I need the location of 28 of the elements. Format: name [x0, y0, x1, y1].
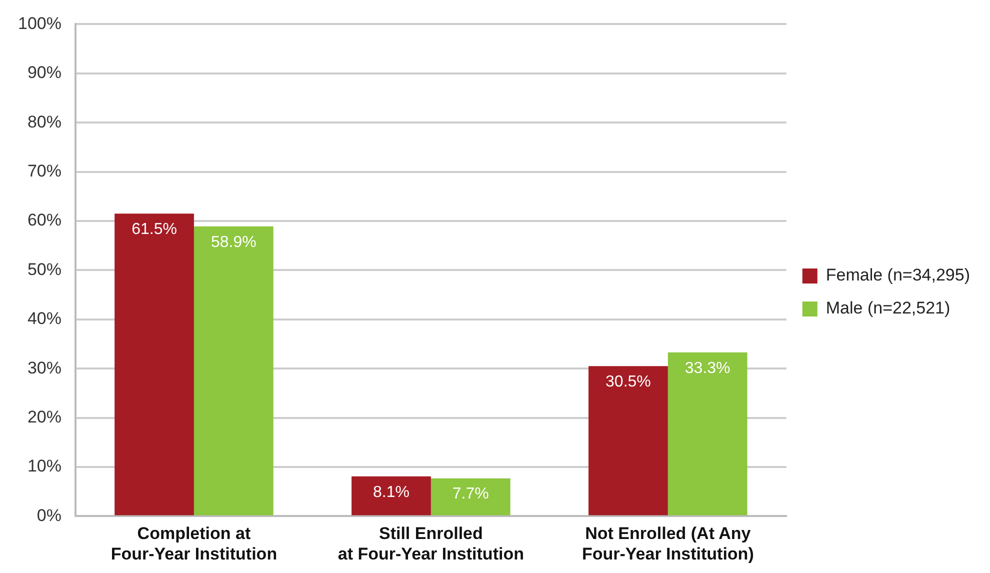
y-tick-label: 70%: [27, 161, 62, 180]
bar: [668, 352, 748, 516]
y-tick-label: 60%: [27, 210, 62, 230]
data-label: 58.9%: [210, 234, 256, 251]
y-tick-label: 30%: [27, 358, 62, 378]
y-tick-label: 0%: [36, 506, 62, 525]
data-label: 61.5%: [132, 221, 177, 238]
bar: [430, 478, 510, 516]
y-tick-label: 40%: [27, 309, 62, 328]
data-label: 33.3%: [684, 360, 730, 377]
y-tick-label: 20%: [27, 407, 62, 426]
y-tick-label: 100%: [18, 14, 62, 33]
bar: [352, 476, 431, 516]
bar: [588, 366, 668, 516]
x-tick-label: Still Enrolled at Four-Year Institution: [338, 524, 524, 564]
y-tick-label: 50%: [27, 260, 62, 279]
y-tick-label: 10%: [27, 456, 62, 476]
y-tick-label: 90%: [27, 63, 62, 82]
x-tick-label: Completion at Four-Year Institution: [110, 524, 278, 564]
data-label: 7.7%: [452, 486, 489, 503]
legend-label: Male (n=22,521): [826, 298, 950, 318]
legend-label: Female (n=34,295): [826, 266, 970, 285]
data-label: 8.1%: [373, 484, 410, 501]
bar: [194, 226, 274, 516]
x-tick-label: Not Enrolled (At Any Four-Year Institution): [582, 524, 754, 564]
y-tick-label: 80%: [27, 112, 62, 132]
data-label: 30.5%: [606, 374, 651, 391]
bar: [114, 214, 194, 516]
